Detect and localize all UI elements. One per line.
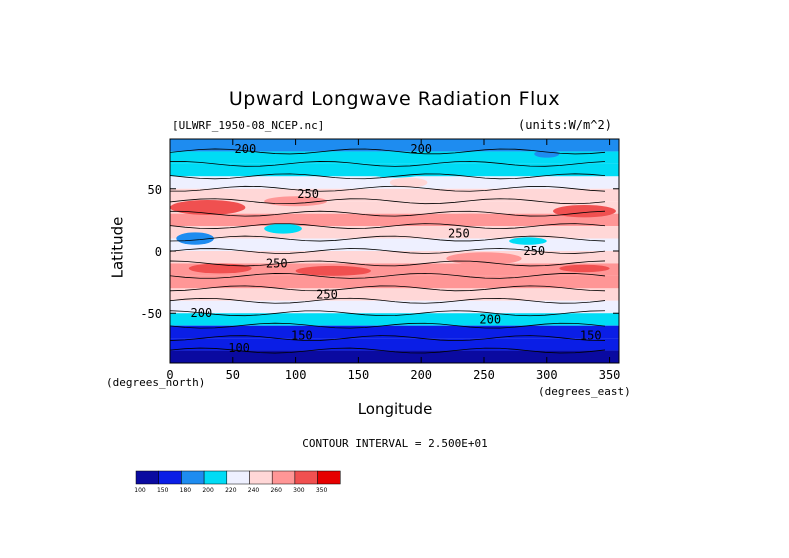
x-tick-label: 250 — [473, 368, 495, 382]
colorbar-swatch — [181, 470, 205, 485]
colorbar-label: 220 — [225, 487, 237, 494]
colorbar-swatch — [317, 470, 341, 485]
contour-line — [169, 285, 606, 292]
y-tick-label: -50 — [140, 307, 162, 322]
heatmap-band — [170, 151, 619, 164]
contour-label: 250 — [448, 227, 470, 241]
contour-line — [169, 223, 606, 230]
heatmap-band — [170, 263, 619, 276]
heatmap-band — [170, 338, 619, 351]
contour-interval-note: CONTOUR INTERVAL = 2.500E+01 — [302, 437, 488, 450]
heatmap-band — [170, 325, 619, 339]
heatmap-cell — [427, 213, 516, 227]
contour-line — [169, 210, 606, 217]
chart-title: Upward Longwave Radiation Flux — [228, 88, 561, 110]
heatmap-cell — [264, 223, 302, 234]
contour-line — [169, 173, 606, 180]
x-tick-label: 350 — [598, 368, 621, 382]
heatmap-band — [170, 300, 619, 314]
colorbar-swatch — [294, 470, 318, 485]
colorbar-label: 240 — [247, 487, 260, 494]
contour-line — [169, 235, 606, 242]
contour-label: 100 — [228, 341, 250, 355]
x-tick-label: 50 — [225, 368, 241, 382]
y-axis-units: (degrees_north) — [106, 376, 206, 389]
x-tick-label: 0 — [166, 368, 174, 382]
heatmap-cell — [389, 177, 428, 188]
contour-line — [169, 185, 606, 192]
heatmap-cell — [370, 170, 422, 178]
colorbar-swatch — [158, 470, 182, 485]
heatmap-cell — [559, 264, 610, 273]
heatmap-cell — [170, 199, 246, 215]
contour-line — [169, 198, 606, 205]
heatmap-band — [170, 238, 619, 251]
heatmap-cell — [176, 232, 214, 245]
contour-label: 250 — [266, 256, 288, 270]
heatmap-band — [170, 139, 619, 152]
contour-label: 250 — [523, 244, 545, 258]
colorbar-swatch — [249, 470, 273, 485]
colorbar-swatch — [271, 470, 296, 485]
contour-line — [169, 310, 606, 317]
heatmap-cell — [446, 252, 522, 265]
contour-line — [169, 347, 606, 354]
heatmap-cell — [295, 265, 371, 276]
colorbar-swatch — [203, 470, 228, 485]
contour-label: 250 — [316, 288, 338, 302]
heatmap-band — [170, 275, 619, 289]
contour-line — [169, 272, 606, 279]
x-tick-label: 200 — [410, 368, 433, 382]
y-axis-label: Latitude — [108, 216, 127, 279]
heatmap-band — [170, 288, 619, 301]
heatmap-cell — [534, 150, 560, 158]
heatmap-band — [170, 163, 619, 177]
contour-line — [169, 260, 606, 267]
colorbar-swatch — [226, 470, 250, 485]
contour-line — [169, 297, 606, 304]
contour-label: 150 — [580, 329, 602, 343]
contour-line — [169, 248, 606, 254]
colorbar-swatch — [135, 470, 159, 485]
heatmap-band — [170, 350, 619, 363]
colorbar-label: 100 — [134, 487, 146, 494]
source-file-label: [ULWRF_1950-08_NCEP.nc] — [172, 119, 325, 132]
contour-label: 200 — [479, 312, 501, 326]
x-axis-units: (degrees_east) — [538, 385, 631, 398]
heatmap-band — [170, 188, 619, 202]
x-axis-label: Longitude — [357, 400, 433, 418]
heatmap-cell — [509, 237, 547, 245]
colorbar-label: 300 — [293, 487, 305, 494]
colorbar-label: 150 — [156, 487, 169, 494]
contour-line — [169, 322, 606, 329]
contour-label: 200 — [191, 306, 213, 320]
x-tick-label: 100 — [284, 368, 307, 382]
y-tick-label: 0 — [154, 245, 162, 259]
contour-label: 150 — [291, 329, 313, 343]
contour-line — [169, 148, 606, 155]
x-tick-label: 300 — [535, 368, 558, 382]
contour-label: 250 — [297, 187, 319, 201]
contour-line — [169, 335, 606, 342]
colorbar-label: 180 — [179, 487, 192, 494]
contour-line — [169, 160, 606, 167]
colorbar-label: 260 — [270, 487, 282, 494]
y-tick-label: 50 — [147, 182, 162, 197]
colorbar-label: 350 — [315, 487, 328, 494]
x-tick-label: 150 — [347, 368, 370, 382]
colorbar-label: 200 — [202, 487, 214, 494]
heatmap-cell — [553, 204, 616, 218]
contour-label: 200 — [410, 142, 432, 156]
contour-label: 200 — [235, 142, 257, 156]
heatmap-band — [170, 313, 619, 326]
units-label: (units:W/m^2) — [518, 118, 612, 132]
